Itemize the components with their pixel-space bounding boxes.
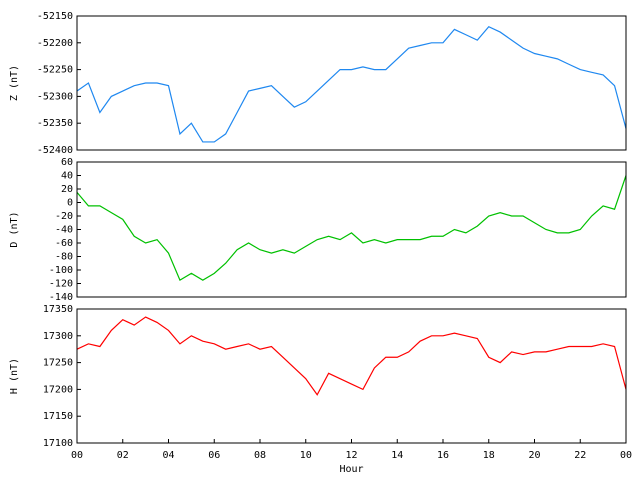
x-tick-label: 22 <box>574 450 586 461</box>
y-tick-label: 40 <box>61 171 73 182</box>
y-tick-label: -60 <box>55 238 73 249</box>
plot-frame <box>76 161 627 298</box>
data-line <box>76 316 627 396</box>
x-tick-label: 06 <box>208 450 220 461</box>
y-tick-label: 0 <box>67 198 73 209</box>
x-tick-label: 14 <box>391 450 403 461</box>
y-tick-label: -140 <box>49 292 73 303</box>
data-line <box>76 25 627 143</box>
x-tick-label: 04 <box>162 450 174 461</box>
plot-frame <box>76 308 627 444</box>
y-tick-label: 17200 <box>43 384 73 395</box>
x-tick-label: 00 <box>71 450 83 461</box>
x-tick-label: 16 <box>437 450 449 461</box>
y-tick-label: -52400 <box>37 145 73 156</box>
x-tick-label: 20 <box>528 450 540 461</box>
y-tick-label: -100 <box>49 265 73 276</box>
data-line <box>76 175 627 281</box>
y-tick-label: -20 <box>55 211 73 222</box>
y-tick-label: 20 <box>61 184 73 195</box>
y-tick-label: -40 <box>55 225 73 236</box>
y-tick-label: -120 <box>49 279 73 290</box>
plot-frame <box>76 15 627 151</box>
y-axis-label: Z (nT) <box>9 65 20 101</box>
y-tick-label: -52200 <box>37 38 73 49</box>
y-axis-label: H (nT) <box>9 358 20 394</box>
y-tick-label: -52250 <box>37 65 73 76</box>
y-tick-label: 17300 <box>43 331 73 342</box>
y-tick-label: -52300 <box>37 91 73 102</box>
x-tick-label: 12 <box>345 450 357 461</box>
y-tick-label: -80 <box>55 252 73 263</box>
y-tick-label: 17350 <box>43 304 73 315</box>
y-tick-label: -52150 <box>37 11 73 22</box>
y-tick-label: 60 <box>61 157 73 168</box>
x-tick-label: 18 <box>483 450 495 461</box>
y-tick-label: -52350 <box>37 118 73 129</box>
y-tick-label: 17100 <box>43 438 73 449</box>
x-axis-label: Hour <box>339 464 363 475</box>
y-tick-label: 17250 <box>43 358 73 369</box>
x-tick-label: 08 <box>254 450 266 461</box>
x-tick-label: 02 <box>117 450 129 461</box>
x-tick-label: 00 <box>620 450 632 461</box>
x-tick-label: 10 <box>300 450 312 461</box>
y-tick-label: 17150 <box>43 411 73 422</box>
y-axis-label: D (nT) <box>9 211 20 247</box>
